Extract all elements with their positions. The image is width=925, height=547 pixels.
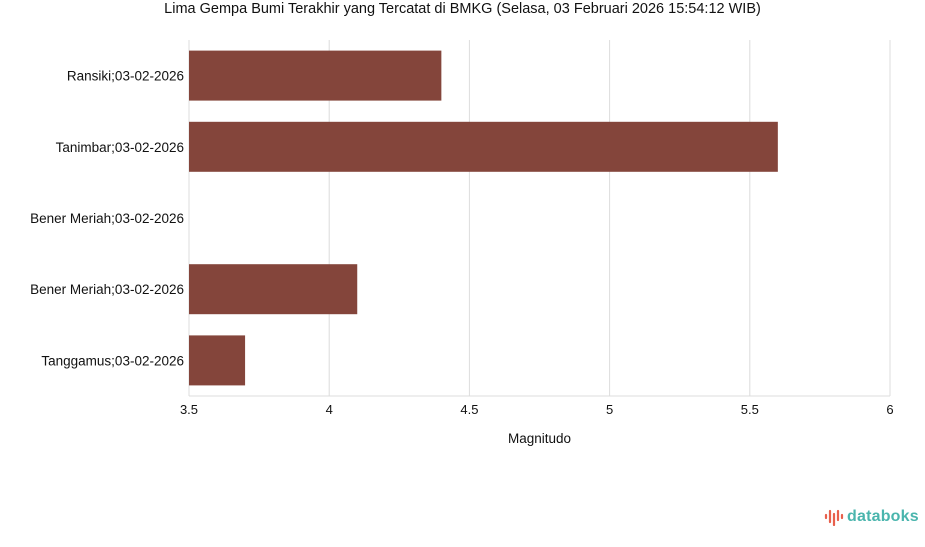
databoks-logo: databoks (824, 508, 919, 526)
x-tick-label: 3.5 (180, 402, 198, 417)
databoks-logo-icon (824, 509, 844, 526)
bar (189, 264, 358, 315)
y-tick-label: Tanggamus;03-02-2026 (41, 353, 184, 368)
databoks-logo-text: databoks (847, 508, 919, 525)
bar (189, 335, 246, 386)
x-tick-label: 5 (606, 402, 613, 417)
bar (189, 121, 778, 172)
y-tick-label: Bener Meriah;03-02-2026 (30, 211, 184, 226)
y-tick-label: Tanimbar;03-02-2026 (56, 140, 184, 155)
y-tick-label: Bener Meriah;03-02-2026 (30, 282, 184, 297)
x-axis-label: Magnitudo (508, 431, 571, 446)
chart-title: Lima Gempa Bumi Terakhir yang Tercatat d… (164, 1, 761, 17)
x-tick-label: 4 (326, 402, 333, 417)
x-tick-label: 6 (886, 402, 893, 417)
bar (189, 50, 442, 101)
y-tick-label: Ransiki;03-02-2026 (67, 69, 184, 84)
x-tick-label: 5.5 (741, 402, 759, 417)
x-tick-label: 4.5 (460, 402, 478, 417)
